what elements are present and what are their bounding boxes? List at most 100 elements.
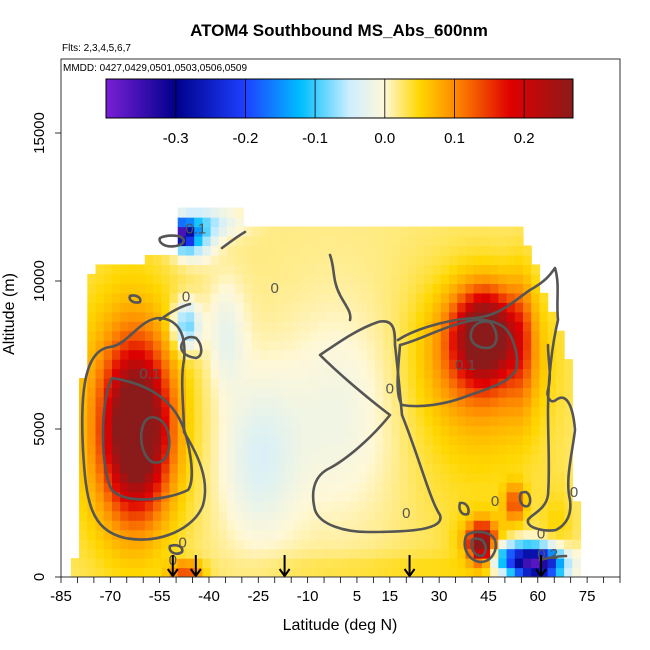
heatmap-cell: [284, 558, 294, 569]
heatmap-cell: [333, 558, 343, 569]
heatmap-cell: [391, 425, 401, 436]
heatmap-cell: [161, 273, 171, 284]
contour-line: [396, 266, 577, 532]
heatmap-cell: [473, 434, 483, 445]
heatmap-cell: [539, 406, 549, 417]
heatmap-cell: [333, 425, 343, 436]
heatmap-cell: [136, 463, 146, 474]
heatmap-cell: [251, 397, 261, 408]
colorbar-ticks: -0.3 -0.2 -0.1 0.0 0.1 0.2: [163, 79, 535, 147]
heatmap-cell: [202, 558, 212, 569]
heatmap-cell: [128, 510, 138, 521]
heatmap-cell: [161, 425, 171, 436]
heatmap-cell: [547, 444, 557, 455]
heatmap-cell: [268, 434, 277, 445]
heatmap-cell: [399, 529, 409, 540]
heatmap-cell: [366, 539, 376, 550]
heatmap-cell: [95, 425, 105, 436]
heatmap-cell: [366, 567, 376, 577]
heatmap-cell: [465, 444, 475, 455]
heatmap-cell: [342, 444, 351, 455]
heatmap-cell: [449, 254, 458, 266]
heatmap-cell: [342, 406, 351, 417]
heatmap-cell: [128, 558, 138, 569]
heatmap-cell: [177, 273, 187, 284]
heatmap-cell: [514, 283, 524, 294]
heatmap-cell: [276, 349, 286, 360]
heatmap-cell: [153, 510, 162, 521]
heatmap-cell: [276, 397, 286, 408]
heatmap-cell: [268, 472, 277, 483]
heatmap-cell: [391, 397, 401, 408]
heatmap-cell: [407, 236, 417, 247]
heatmap-cell: [185, 463, 195, 474]
heatmap-cell: [457, 283, 467, 294]
heatmap-cell: [481, 501, 491, 512]
heatmap-cell: [457, 520, 467, 531]
heatmap-cell: [416, 406, 425, 417]
heatmap-cell: [301, 425, 310, 436]
heatmap-cell: [514, 472, 524, 483]
heatmap-cell: [531, 359, 541, 370]
heatmap-cell: [358, 264, 368, 275]
heatmap-cell: [95, 273, 105, 284]
heatmap-cell: [243, 510, 253, 521]
heatmap-cell: [276, 548, 286, 559]
heatmap-cell: [259, 548, 269, 559]
heatmap-cell: [243, 567, 253, 577]
heatmap-cell: [309, 283, 319, 294]
heatmap-cell: [399, 245, 409, 256]
heatmap-cell: [350, 340, 360, 351]
heatmap-cell: [473, 567, 483, 577]
heatmap-cell: [292, 548, 302, 559]
heatmap-cell: [506, 283, 516, 294]
heatmap-cell: [87, 472, 97, 483]
heatmap-cell: [292, 397, 302, 408]
heatmap-cell: [465, 302, 475, 313]
heatmap-cell: [375, 264, 384, 275]
heatmap-cell: [309, 548, 319, 559]
heatmap-cell: [95, 397, 105, 408]
heatmap-cell: [284, 368, 294, 379]
heatmap-cell: [391, 273, 401, 284]
heatmap-cell: [194, 321, 203, 332]
heatmap-cell: [259, 378, 269, 389]
heatmap-cell: [284, 491, 294, 502]
heatmap-cell: [301, 321, 310, 332]
heatmap-cell: [432, 330, 442, 341]
heatmap-cell: [416, 311, 425, 322]
heatmap-cell: [481, 510, 491, 521]
y-tick-label: 0: [31, 573, 48, 581]
heatmap-cell: [276, 491, 286, 502]
heatmap-cell: [235, 321, 245, 332]
heatmap-cell: [440, 472, 450, 483]
heatmap-cell: [292, 444, 302, 455]
contour-label: 0: [182, 289, 190, 306]
heatmap-cell: [473, 501, 483, 512]
heatmap-cell: [284, 321, 294, 332]
profile-arrow: [403, 555, 416, 578]
heatmap-cell: [366, 226, 376, 237]
heatmap-cell: [325, 245, 335, 256]
heatmap-cell: [95, 482, 105, 493]
heatmap-cell: [292, 425, 302, 436]
heatmap-cell: [210, 444, 220, 455]
heatmap-cell: [424, 425, 434, 436]
heatmap-cell: [498, 283, 508, 294]
heatmap-cell: [218, 387, 228, 398]
contour-line: [328, 253, 352, 322]
heatmap-cell: [449, 302, 458, 313]
heatmap-cell: [391, 245, 401, 256]
heatmap-cell: [407, 273, 417, 284]
contour-line: [458, 501, 470, 516]
heatmap-cell: [465, 245, 475, 256]
heatmap-cell: [399, 472, 409, 483]
heatmap-cell: [481, 444, 491, 455]
heatmap-cell: [457, 292, 467, 303]
heatmap-cell: [457, 340, 467, 351]
heatmap-cell: [103, 539, 113, 550]
heatmap-cell: [103, 302, 113, 313]
heatmap-cell: [136, 539, 146, 550]
heatmap-cell: [449, 236, 458, 247]
heatmap-cell: [103, 415, 113, 427]
